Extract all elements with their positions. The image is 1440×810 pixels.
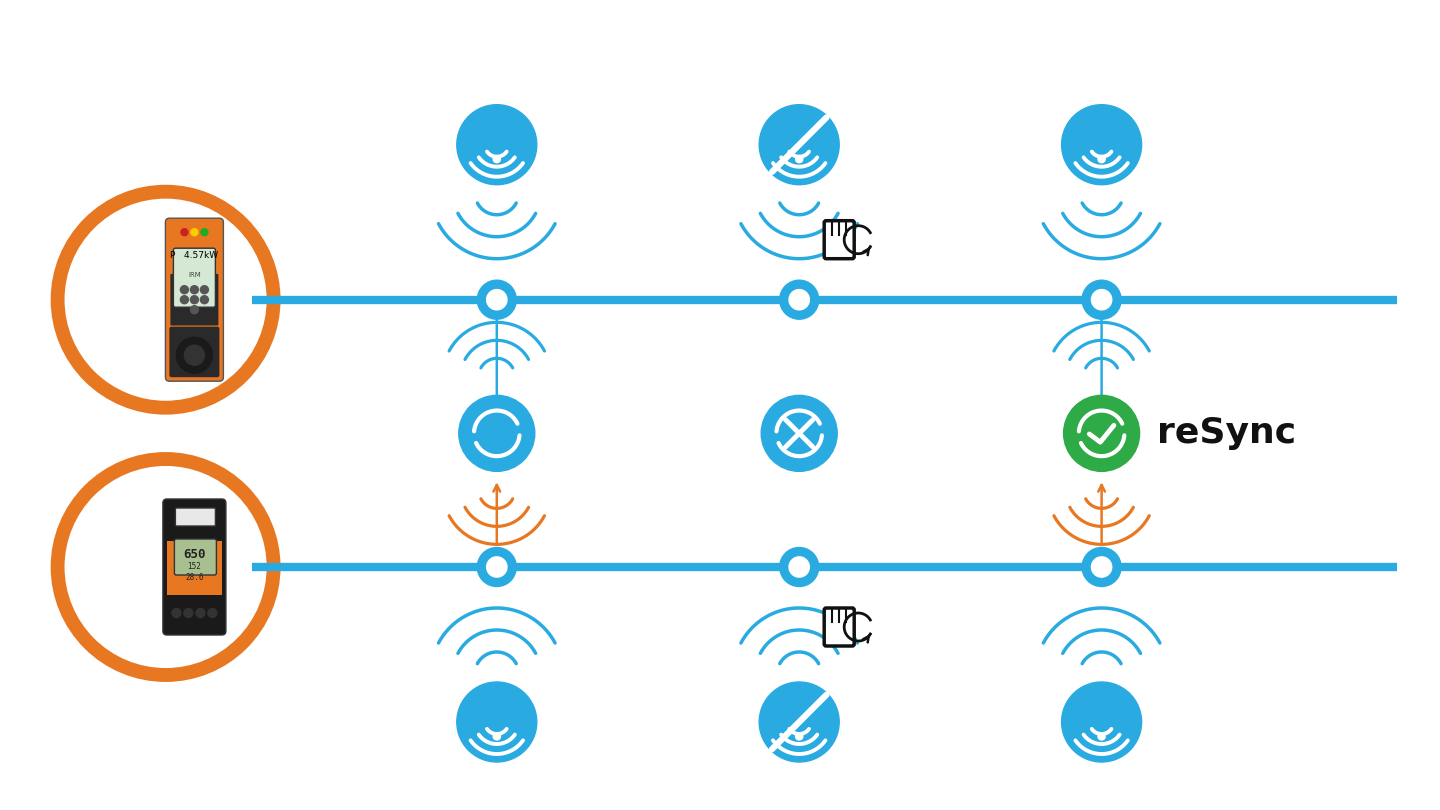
- Circle shape: [200, 296, 209, 304]
- Text: P   4.57kW: P 4.57kW: [170, 251, 219, 260]
- Circle shape: [477, 548, 517, 586]
- Circle shape: [759, 104, 840, 185]
- Circle shape: [795, 156, 804, 163]
- Circle shape: [1099, 733, 1104, 740]
- Circle shape: [177, 337, 213, 373]
- Text: 152
28.6: 152 28.6: [186, 562, 203, 582]
- Circle shape: [1099, 156, 1104, 163]
- Circle shape: [492, 156, 501, 163]
- Circle shape: [456, 682, 537, 762]
- Circle shape: [1061, 104, 1142, 185]
- Circle shape: [66, 200, 265, 399]
- Circle shape: [190, 305, 199, 313]
- FancyBboxPatch shape: [163, 499, 226, 635]
- Circle shape: [1092, 289, 1112, 310]
- Circle shape: [1081, 280, 1122, 319]
- FancyBboxPatch shape: [824, 220, 854, 258]
- Circle shape: [789, 556, 809, 578]
- Circle shape: [181, 228, 187, 236]
- Circle shape: [200, 286, 209, 294]
- Circle shape: [459, 395, 534, 471]
- Circle shape: [190, 296, 199, 304]
- Circle shape: [779, 280, 819, 319]
- Circle shape: [1081, 548, 1122, 586]
- Circle shape: [207, 608, 217, 617]
- Circle shape: [487, 556, 507, 578]
- FancyBboxPatch shape: [170, 326, 219, 377]
- Circle shape: [192, 228, 197, 236]
- FancyBboxPatch shape: [173, 248, 216, 307]
- FancyBboxPatch shape: [167, 541, 222, 595]
- Circle shape: [779, 548, 819, 586]
- Circle shape: [795, 733, 804, 740]
- Circle shape: [1061, 682, 1142, 762]
- Text: 650: 650: [183, 548, 206, 561]
- Text: reSync: reSync: [1156, 416, 1296, 450]
- FancyBboxPatch shape: [174, 539, 216, 575]
- Circle shape: [492, 733, 501, 740]
- Circle shape: [487, 289, 507, 310]
- Circle shape: [184, 345, 204, 365]
- Circle shape: [456, 104, 537, 185]
- Text: IRM: IRM: [189, 271, 200, 278]
- Circle shape: [759, 682, 840, 762]
- FancyBboxPatch shape: [166, 218, 223, 382]
- Circle shape: [66, 467, 265, 667]
- Circle shape: [477, 280, 517, 319]
- Circle shape: [1064, 395, 1139, 471]
- Circle shape: [171, 608, 181, 617]
- Circle shape: [190, 286, 199, 294]
- FancyBboxPatch shape: [824, 608, 854, 646]
- Circle shape: [1092, 556, 1112, 578]
- FancyBboxPatch shape: [170, 274, 219, 326]
- Circle shape: [789, 289, 809, 310]
- Circle shape: [762, 395, 837, 471]
- Circle shape: [202, 228, 207, 236]
- Circle shape: [196, 608, 204, 617]
- Circle shape: [180, 296, 189, 304]
- Circle shape: [184, 608, 193, 617]
- FancyBboxPatch shape: [176, 508, 216, 526]
- Circle shape: [180, 286, 189, 294]
